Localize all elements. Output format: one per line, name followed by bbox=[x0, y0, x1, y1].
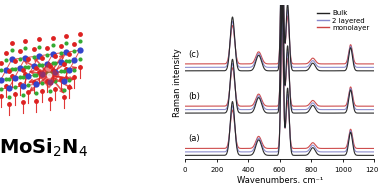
Text: (b): (b) bbox=[188, 92, 200, 101]
Legend: Bulk, 2 layered, monolayer: Bulk, 2 layered, monolayer bbox=[316, 9, 371, 32]
Text: MoSi$_2$N$_4$: MoSi$_2$N$_4$ bbox=[0, 137, 88, 159]
Y-axis label: Raman intensity: Raman intensity bbox=[174, 48, 183, 117]
Text: (c): (c) bbox=[188, 50, 199, 59]
X-axis label: Wavenumbers, cm⁻¹: Wavenumbers, cm⁻¹ bbox=[237, 176, 323, 183]
Text: (a): (a) bbox=[188, 134, 200, 143]
Polygon shape bbox=[39, 62, 59, 88]
